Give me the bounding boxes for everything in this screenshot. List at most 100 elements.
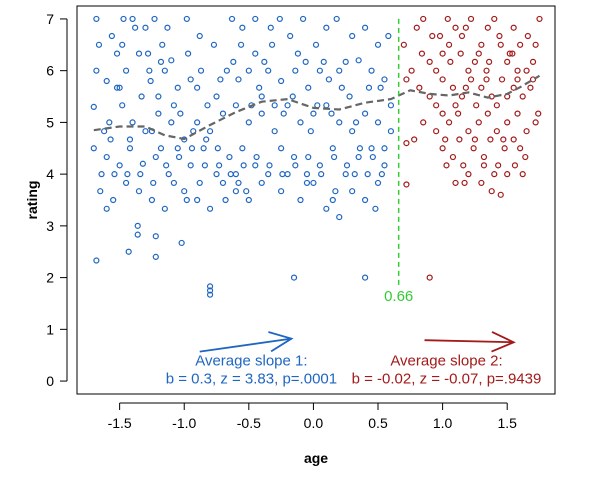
data-point-series-1 — [265, 67, 272, 74]
data-point-series-1 — [381, 76, 388, 83]
data-point-series-1 — [168, 119, 175, 126]
data-point-series-1 — [135, 188, 143, 195]
data-point-series-2 — [458, 93, 466, 100]
loess-trend-line — [93, 74, 541, 141]
data-point-series-1 — [258, 93, 265, 100]
data-point-series-1 — [106, 119, 113, 126]
data-point-series-1 — [134, 231, 141, 238]
data-point-series-1 — [204, 102, 211, 109]
data-point-series-2 — [460, 162, 467, 169]
data-point-series-2 — [532, 119, 539, 126]
data-point-series-1 — [152, 253, 159, 261]
data-point-series-2 — [517, 145, 524, 152]
data-point-series-2 — [532, 41, 539, 48]
data-point-series-1 — [303, 179, 311, 187]
data-point-series-1 — [113, 84, 121, 91]
data-point-series-1 — [194, 119, 201, 126]
data-point-series-2 — [483, 76, 490, 83]
data-point-series-2 — [478, 179, 485, 187]
x-tick-label: -1.5 — [108, 415, 132, 431]
data-point-series-2 — [475, 50, 482, 57]
data-point-series-1 — [333, 15, 340, 23]
data-point-series-1 — [377, 84, 384, 91]
x-tick-label: 0.5 — [368, 415, 388, 431]
data-point-series-2 — [457, 50, 464, 57]
data-point-series-1 — [139, 160, 146, 167]
x-axis: -1.5 -1.0 -0.5 0.0 0.5 1.0 1.5 — [108, 402, 517, 431]
data-point-series-1 — [305, 84, 312, 91]
data-point-series-2 — [465, 128, 472, 135]
data-point-series-1 — [297, 196, 304, 204]
data-point-series-1 — [110, 196, 117, 204]
data-point-series-2 — [439, 76, 446, 83]
data-point-series-1 — [290, 274, 298, 281]
data-point-series-2 — [509, 50, 516, 57]
data-point-series-1 — [318, 171, 325, 178]
data-point-series-1 — [381, 145, 388, 152]
data-point-series-1 — [325, 76, 333, 83]
data-point-series-2 — [447, 58, 454, 65]
data-point-series-1 — [265, 171, 272, 178]
data-point-series-1 — [239, 24, 246, 31]
data-point-series-1 — [307, 128, 314, 135]
data-point-series-1 — [336, 119, 343, 126]
data-point-series-1 — [323, 24, 330, 31]
data-point-series-1 — [161, 67, 168, 74]
data-point-series-1 — [93, 67, 100, 74]
data-point-series-2 — [403, 181, 410, 188]
data-point-series-1 — [245, 67, 252, 74]
data-point-series-1 — [196, 32, 203, 40]
data-point-series-1 — [387, 102, 395, 109]
data-point-series-1 — [284, 171, 291, 178]
data-point-series-1 — [125, 248, 132, 255]
data-point-series-1 — [287, 32, 294, 40]
data-point-series-1 — [368, 67, 375, 74]
data-point-series-1 — [183, 15, 190, 23]
data-point-series-1 — [168, 57, 175, 64]
data-point-series-2 — [536, 15, 543, 23]
data-point-series-2 — [523, 128, 530, 135]
data-point-series-1 — [124, 171, 131, 178]
data-point-series-1 — [267, 24, 274, 31]
data-point-series-2 — [439, 50, 446, 57]
data-point-series-2 — [500, 136, 507, 143]
data-point-series-2 — [484, 24, 491, 31]
data-point-series-1 — [284, 102, 291, 109]
y-tick-label: 4 — [46, 166, 54, 182]
data-point-series-1 — [256, 84, 263, 91]
data-point-series-1 — [302, 58, 309, 65]
data-point-series-1 — [155, 110, 162, 117]
data-point-series-2 — [465, 67, 472, 74]
data-point-series-2 — [529, 76, 537, 83]
data-point-series-2 — [527, 84, 534, 91]
x-tick-label: 1.5 — [497, 415, 517, 431]
data-point-series-2 — [501, 145, 508, 152]
data-point-series-2 — [445, 119, 453, 126]
data-point-series-1 — [93, 15, 100, 23]
slope-annotation-title-1: Average slope 1: — [195, 353, 307, 370]
data-point-series-2 — [487, 136, 494, 143]
data-point-series-1 — [206, 205, 214, 212]
data-point-series-1 — [230, 58, 237, 65]
data-point-series-2 — [449, 153, 457, 161]
data-point-series-1 — [163, 162, 170, 169]
data-point-series-1 — [240, 162, 247, 169]
x-axis-title: age — [304, 450, 328, 466]
data-point-series-2 — [504, 119, 511, 126]
data-point-series-1 — [147, 77, 154, 85]
data-point-series-2 — [510, 136, 517, 143]
data-point-series-1 — [185, 50, 192, 57]
data-point-series-1 — [203, 136, 210, 143]
data-point-series-1 — [227, 171, 234, 178]
data-point-series-2 — [491, 15, 498, 23]
data-point-series-2 — [462, 84, 469, 91]
data-point-series-1 — [188, 145, 196, 152]
data-point-series-2 — [504, 58, 511, 65]
data-point-series-2 — [416, 84, 423, 91]
data-point-series-2 — [465, 171, 472, 178]
data-point-series-2 — [400, 41, 407, 48]
data-point-series-1 — [223, 67, 230, 74]
data-point-series-2 — [517, 41, 524, 48]
data-point-series-1 — [157, 58, 165, 65]
data-point-series-1 — [310, 179, 317, 187]
